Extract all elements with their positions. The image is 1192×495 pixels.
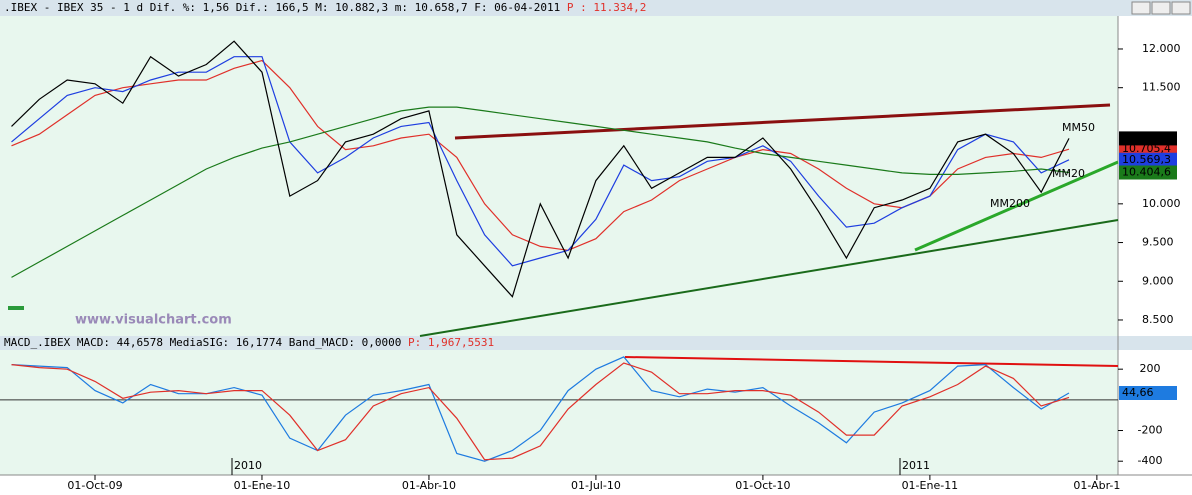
x-tick-label: 01-Oct-09 [67, 479, 122, 492]
year-label: 2011 [902, 459, 930, 472]
value-label: 10.845,1 [1122, 131, 1171, 144]
x-tick-label: 01-Ene-11 [902, 479, 959, 492]
watermark: www.visualchart.com [75, 313, 232, 328]
y-tick-label: 9.000 [1142, 274, 1174, 287]
value-label: 10.404,6 [1122, 166, 1171, 179]
support-trendline [914, 160, 1119, 252]
macd-title: MACD_.IBEX MACD: 44,6578 MediaSIG: 16,17… [4, 336, 494, 349]
series-label: MM50 [1062, 121, 1095, 134]
macd-line [11, 362, 1070, 461]
x-tick-label: 01-Abr-10 [402, 479, 456, 492]
x-tick-label: 01-Abr-1 [1073, 479, 1120, 492]
value-label: 44,66 [1122, 386, 1154, 399]
value-box [1119, 142, 1177, 157]
maximize-button[interactable] [1151, 1, 1171, 15]
support-trendline [419, 219, 1119, 337]
close-button[interactable] [1171, 1, 1191, 15]
series-label: MM200 [990, 197, 1030, 210]
moving-average [11, 59, 1070, 251]
y-tick-label: 11.500 [1142, 81, 1181, 94]
macd-title-p: P: 1,967,5531 [408, 336, 494, 349]
x-tick-label: 01-Ene-10 [234, 479, 291, 492]
macd-title-text: MACD_.IBEX MACD: 44,6578 MediaSIG: 16,17… [4, 336, 401, 349]
y-tick-label: 12.000 [1142, 42, 1181, 55]
y-tick-label: 10.000 [1142, 197, 1181, 210]
macd-trendline [624, 356, 1119, 367]
value-box [1119, 152, 1177, 167]
indicator-icon [8, 306, 24, 310]
price-line [11, 40, 1070, 298]
title-p: P : 11.334,2 [567, 1, 646, 14]
y-tick-label: 200 [1140, 362, 1161, 375]
x-tick-label: 01-Oct-10 [735, 479, 790, 492]
price-panel [0, 16, 1118, 336]
value-box [1119, 131, 1177, 146]
x-tick-label: 01-Jul-10 [571, 479, 621, 492]
macd-title-bar [0, 336, 1192, 350]
value-label: 10.705,4 [1122, 142, 1171, 155]
y-tick-label: 8.500 [1142, 313, 1174, 326]
value-box [1119, 165, 1177, 180]
value-label: 10.569,3 [1122, 153, 1171, 166]
chart-title: .IBEX - IBEX 35 - 1 d Dif. %: 1,56 Dif.:… [4, 1, 646, 14]
window-buttons [1131, 1, 1191, 15]
series-label: MM20 [1052, 167, 1085, 180]
resistance-trendline [454, 103, 1111, 140]
title-text: .IBEX - IBEX 35 - 1 d Dif. %: 1,56 Dif.:… [4, 1, 560, 14]
value-box [1119, 385, 1177, 400]
moving-average [11, 106, 1070, 278]
y-tick-label: -200 [1138, 424, 1163, 437]
macd-panel [0, 350, 1118, 475]
y-tick-label: 9.500 [1142, 236, 1174, 249]
title-bar [0, 0, 1192, 16]
y-tick-label: -400 [1138, 454, 1163, 467]
year-label: 2010 [234, 459, 262, 472]
macd-line [11, 356, 1070, 462]
minimize-button[interactable] [1131, 1, 1151, 15]
